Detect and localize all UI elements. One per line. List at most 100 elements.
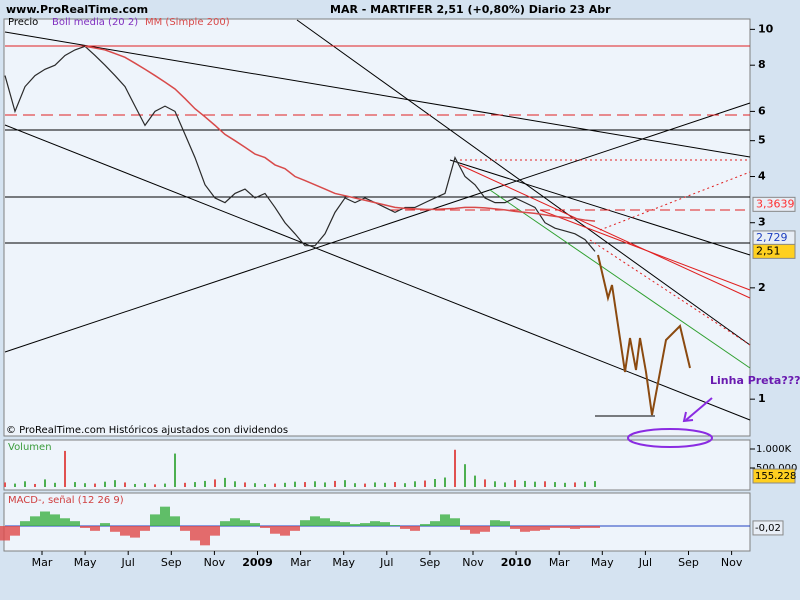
macd-bar xyxy=(230,518,240,526)
macd-bar xyxy=(140,526,150,531)
x-tick-label: Mar xyxy=(290,556,311,569)
y-tick-label: 8 xyxy=(758,58,766,71)
x-tick-label: May xyxy=(332,556,355,569)
volume-bar xyxy=(244,482,246,487)
macd-bar xyxy=(130,526,140,538)
volume-bar xyxy=(74,482,76,487)
macd-bar xyxy=(560,526,570,528)
volume-bar xyxy=(324,482,326,487)
macd-bar xyxy=(30,516,40,526)
volume-bar xyxy=(454,449,456,487)
macd-bar xyxy=(330,521,340,526)
last-marker xyxy=(752,520,784,536)
volume-bar xyxy=(374,482,376,487)
volume-bar xyxy=(384,482,386,487)
x-tick-label: Jul xyxy=(379,556,393,569)
volume-bar xyxy=(434,479,436,487)
volume-bar xyxy=(554,482,556,487)
volume-bar xyxy=(464,464,466,487)
price-line xyxy=(4,45,596,252)
macd-bar xyxy=(120,526,130,536)
legend-entry: MM (Simple 200) xyxy=(145,17,230,28)
x-tick-label: Sep xyxy=(420,556,441,569)
volume-bar xyxy=(284,482,286,487)
macd-bar xyxy=(410,526,420,531)
volume-bar xyxy=(294,481,296,487)
volume-bar xyxy=(524,480,526,487)
volume-panel xyxy=(3,439,751,491)
macd-bar xyxy=(190,526,200,541)
volume-bar xyxy=(234,481,236,487)
volume-bar xyxy=(404,483,406,487)
macd-bar xyxy=(0,526,10,541)
volume-bar xyxy=(314,481,316,487)
level-label: 3,3639 xyxy=(756,197,795,210)
volume-bar xyxy=(224,477,226,487)
macd-bar xyxy=(530,526,540,531)
volume-bar xyxy=(444,477,446,487)
volume-bar xyxy=(534,481,536,487)
volume-bar xyxy=(364,483,366,487)
level-label: 2,729 xyxy=(756,231,788,244)
macd-bar xyxy=(350,524,360,526)
volume-bar xyxy=(584,481,586,487)
volume-bar xyxy=(474,475,476,487)
volume-bar xyxy=(84,483,86,487)
macd-bar xyxy=(270,526,280,534)
macd-bar xyxy=(480,526,490,532)
volume-bar xyxy=(184,482,186,487)
macd-bar xyxy=(280,526,290,536)
macd-bar xyxy=(370,521,380,526)
macd-bar xyxy=(380,522,390,526)
volume-bar xyxy=(594,481,596,487)
macd-bar xyxy=(440,514,450,526)
volume-bar xyxy=(354,483,356,487)
macd-bar xyxy=(40,511,50,526)
price-line xyxy=(84,45,596,222)
x-tick-label: Nov xyxy=(204,556,226,569)
macd-bar xyxy=(300,520,310,526)
volume-bar xyxy=(94,483,96,487)
annotation: Linha Preta???? xyxy=(710,374,800,387)
macd-bar xyxy=(240,520,250,526)
macd-bar xyxy=(400,526,410,529)
volume-bar xyxy=(154,484,156,487)
macd-bar xyxy=(70,521,80,526)
macd-bar xyxy=(540,526,550,530)
volume-bar xyxy=(4,482,6,487)
volume-bar xyxy=(54,482,56,487)
y-tick-label: 2 xyxy=(758,281,766,294)
x-tick-label: 2009 xyxy=(242,556,273,569)
macd-bar xyxy=(90,526,100,531)
macd-bar xyxy=(550,526,560,528)
volume-bar xyxy=(174,453,176,487)
y-tick-label: 5 xyxy=(758,134,766,147)
x-tick-label: Nov xyxy=(462,556,484,569)
macd-bar xyxy=(430,521,440,526)
macd-bar xyxy=(10,526,20,536)
macd-bar xyxy=(470,526,480,534)
macd-bar xyxy=(360,523,370,526)
x-tick-label: Sep xyxy=(678,556,699,569)
macd-bar xyxy=(220,521,230,526)
volume-bar xyxy=(194,482,196,487)
chart-title: MAR - MARTIFER 2,51 (+0,80%) Diario 23 A… xyxy=(330,3,611,16)
macd-bar xyxy=(110,526,120,532)
y-tick-label: 10 xyxy=(758,22,774,35)
macd-bar xyxy=(160,506,170,526)
x-tick-label: May xyxy=(74,556,97,569)
macd-bar xyxy=(580,526,590,528)
x-tick-label: Jul xyxy=(638,556,652,569)
legend-entry: Precio xyxy=(8,17,38,28)
last-label: 155.228 xyxy=(755,471,796,482)
volume-bar xyxy=(564,482,566,487)
volume-bar xyxy=(164,483,166,487)
volume-bar xyxy=(204,480,206,487)
level-label: 2,51 xyxy=(756,244,781,257)
volume-bar xyxy=(264,483,266,487)
volume-bar xyxy=(114,480,116,487)
x-tick-label: Sep xyxy=(161,556,182,569)
macd-bar xyxy=(570,526,580,529)
macd-bar xyxy=(490,520,500,526)
